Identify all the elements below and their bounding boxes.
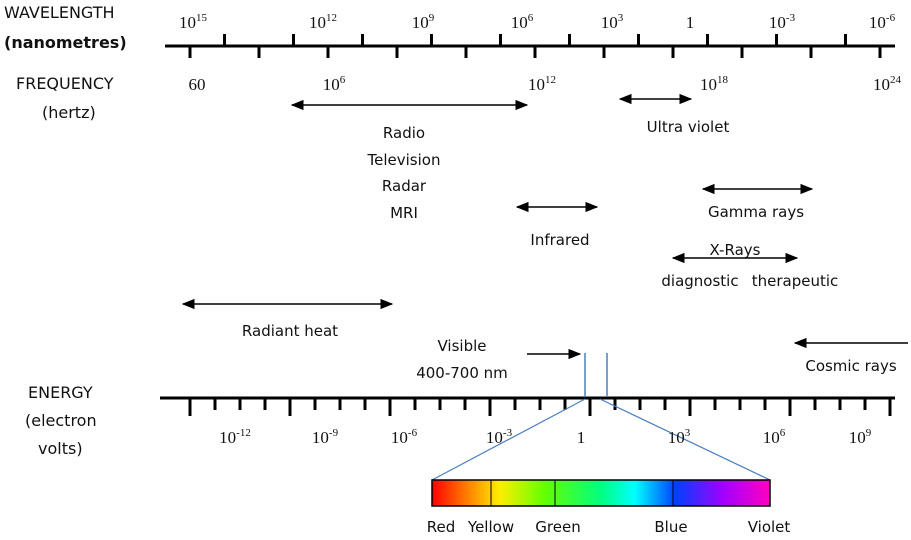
band-label: diagnostic (661, 272, 738, 290)
tick-base: 10 (668, 428, 685, 447)
frequency-tick-label: 60 (189, 75, 206, 94)
frequency-label: FREQUENCY (16, 74, 114, 93)
energy-tick-label: 10-3 (486, 427, 513, 447)
band-label: Cosmic rays (805, 357, 896, 375)
wavelength-tick-label: 106 (511, 12, 534, 32)
frequency-unit: (hertz) (42, 103, 96, 122)
color-label: Red (427, 518, 456, 536)
tick-base: 10 (700, 75, 717, 94)
tick-base: 10 (601, 13, 618, 32)
tick-exponent: 6 (340, 74, 346, 86)
energy-tick-label: 10-12 (219, 427, 251, 447)
zoom-line (431, 398, 586, 481)
tick-base: 10 (528, 75, 545, 94)
visible-spectrum (431, 479, 771, 507)
energy-tick-label: 109 (849, 427, 872, 447)
tick-exponent: 9 (866, 427, 872, 439)
wavelength-tick-label: 10-6 (869, 12, 896, 32)
tick-exponent: -6 (886, 12, 896, 24)
tick-base: 10 (869, 13, 886, 32)
tick-base: 10 (312, 428, 329, 447)
band-label: Visible (438, 337, 487, 355)
tick-base: 10 (486, 428, 503, 447)
band-label: Television (367, 151, 441, 169)
band-label: Radar (382, 177, 427, 195)
wavelength-tick-label: 10-3 (769, 12, 796, 32)
tick-exponent: -3 (503, 427, 513, 439)
energy-unit: volts) (38, 439, 83, 458)
color-label: Yellow (467, 518, 514, 536)
tick-exponent: 24 (890, 74, 902, 86)
energy-tick-label: 10-6 (391, 427, 418, 447)
tick-base: 10 (412, 13, 429, 32)
band-label: MRI (390, 204, 418, 222)
tick-exponent: 6 (528, 12, 534, 24)
tick-base: 10 (873, 75, 890, 94)
band-label: Radio (383, 124, 425, 142)
tick-exponent: -9 (329, 427, 339, 439)
tick-base: 10 (309, 13, 326, 32)
band-label: Infrared (530, 231, 589, 249)
tick-base: 10 (323, 75, 340, 94)
energy-tick-label: 10-9 (312, 427, 339, 447)
tick-exponent: -12 (236, 427, 251, 439)
tick-base: 10 (511, 13, 528, 32)
wavelength-label: WAVELENGTH (4, 3, 115, 22)
tick-base: 10 (769, 13, 786, 32)
frequency-tick-label: 106 (323, 74, 346, 94)
band-label: X-Rays (710, 241, 761, 259)
wavelength-tick-label: 103 (601, 12, 624, 32)
wavelength-tick-label: 1 (686, 13, 695, 32)
band-label: Ultra violet (647, 118, 730, 136)
wavelength-tick-label: 1015 (179, 12, 208, 32)
band-label: Radiant heat (242, 322, 338, 340)
energy-tick-label: 103 (668, 427, 691, 447)
tick-base: 1 (577, 428, 586, 447)
tick-marks (188, 34, 892, 416)
tick-exponent: 15 (196, 12, 208, 24)
band-label: Gamma rays (708, 203, 804, 221)
tick-exponent: 3 (618, 12, 624, 24)
tick-exponent: -6 (408, 427, 418, 439)
tick-exponent: 18 (717, 74, 729, 86)
tick-exponent: 12 (545, 74, 556, 86)
tick-base: 10 (179, 13, 196, 32)
energy-label: ENERGY (28, 383, 93, 402)
tick-base: 10 (219, 428, 236, 447)
tick-base: 60 (189, 75, 206, 94)
band-label: therapeutic (752, 272, 839, 290)
color-label: Violet (748, 518, 791, 536)
tick-exponent: -3 (786, 12, 796, 24)
tick-base: 1 (686, 13, 695, 32)
zoom-line (599, 398, 771, 481)
wavelength-tick-label: 109 (412, 12, 435, 32)
tick-exponent: 9 (429, 12, 435, 24)
energy-tick-label: 106 (763, 427, 786, 447)
tick-exponent: 3 (685, 427, 691, 439)
tick-exponent: 12 (326, 12, 337, 24)
wavelength-unit: (nanometres) (4, 33, 127, 52)
scale-labels: 1015 1012 109 106 103 1 10-3 10-660 106 1012 1018 1… (179, 12, 902, 447)
tick-base: 10 (391, 428, 408, 447)
color-label: Blue (654, 518, 687, 536)
energy-unit: (electron (25, 411, 97, 430)
tick-base: 10 (763, 428, 780, 447)
band-label: 400-700 nm (416, 364, 508, 382)
color-label: Green (535, 518, 580, 536)
wavelength-tick-label: 1012 (309, 12, 337, 32)
frequency-tick-label: 1018 (700, 74, 729, 94)
frequency-tick-label: 1012 (528, 74, 556, 94)
tick-exponent: 6 (780, 427, 786, 439)
energy-tick-label: 1 (577, 428, 586, 447)
frequency-tick-label: 1024 (873, 74, 902, 94)
tick-base: 10 (849, 428, 866, 447)
